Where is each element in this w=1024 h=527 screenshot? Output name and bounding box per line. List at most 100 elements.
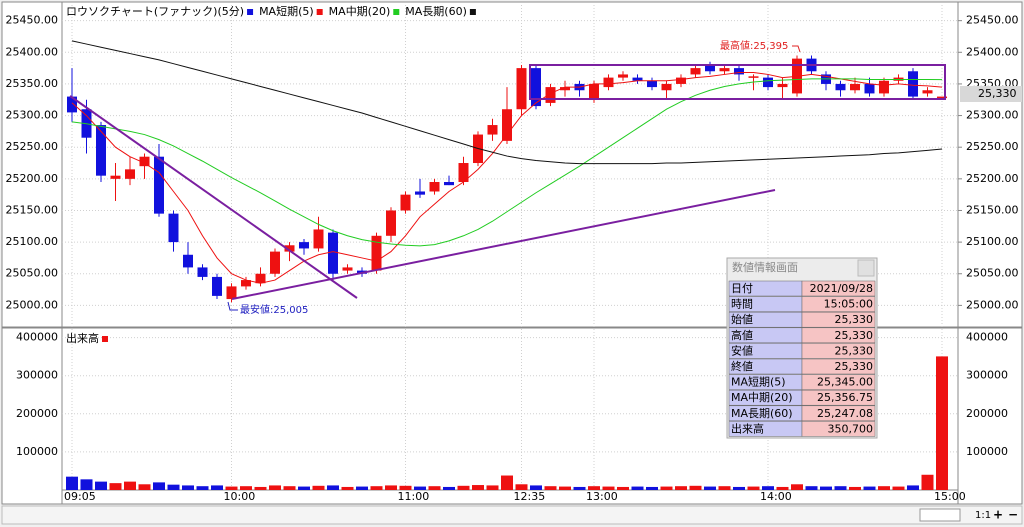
candle-body	[96, 125, 106, 176]
y-tick-label: 25150.00	[6, 203, 59, 216]
candle-body	[241, 280, 251, 287]
candle-body	[444, 182, 454, 186]
x-tick-label: 11:00	[398, 490, 430, 503]
ma-line	[71, 78, 943, 247]
y-tick-label: 400000	[966, 331, 1008, 344]
volume-bar	[704, 486, 716, 490]
legend-label: MA中期(20)	[329, 5, 391, 18]
y-tick-label: 25250.00	[966, 140, 1019, 153]
candle-body	[487, 125, 498, 135]
last-price-box	[960, 86, 1022, 102]
trendline	[69, 95, 358, 299]
volume-bar	[617, 486, 629, 490]
panel-value: 25,356.75	[817, 391, 873, 404]
y-tick-label: 300000	[16, 369, 58, 382]
volume-bar	[312, 485, 325, 490]
volume-bar	[747, 486, 760, 490]
panel-value: 25,330	[835, 360, 874, 373]
panel-value-cell	[801, 389, 876, 406]
y-tick-label: 25150.00	[966, 203, 1019, 216]
volume-bar	[399, 485, 412, 490]
candle-body	[719, 68, 730, 72]
zoom-out[interactable]: −	[1008, 508, 1018, 522]
candle-body	[226, 286, 237, 300]
volume-bar	[356, 486, 368, 490]
volume-bar	[341, 486, 354, 490]
candle-body	[270, 251, 280, 274]
range-box	[529, 64, 946, 100]
volume-bar	[762, 486, 774, 490]
x-tick-label: 09:05	[64, 490, 96, 503]
y-tick-label: 25050.00	[966, 267, 1019, 280]
volume-bar	[385, 485, 397, 490]
panel-title: 数値情報画面	[732, 261, 798, 274]
volume-bar	[588, 486, 600, 490]
volume-bar	[167, 484, 180, 490]
panel-value-cell	[801, 358, 876, 375]
x-tick-label: 13:00	[586, 490, 618, 503]
candle-body	[777, 83, 788, 88]
candle-body	[212, 276, 222, 296]
panel-key: MA長期(60)	[731, 407, 793, 420]
scrollbar[interactable]	[1, 505, 1023, 525]
candle-body	[647, 80, 657, 88]
panel-value: 25,247.08	[817, 407, 873, 420]
y-tick-label: 400000	[16, 331, 58, 344]
candle-body	[545, 87, 556, 103]
panel-value-cell	[801, 405, 876, 422]
last-price-label: 25,330	[978, 87, 1017, 100]
volume-bar	[240, 486, 252, 490]
panel-value-cell	[801, 421, 876, 437]
legend-swatch	[393, 9, 400, 15]
volume-bar	[443, 486, 455, 490]
candle-body	[299, 242, 309, 249]
candle-body	[864, 83, 875, 94]
legend-swatch	[316, 9, 323, 15]
y-tick-label: 25450.00	[966, 14, 1019, 27]
volume-bar	[269, 485, 281, 490]
candle-body	[400, 194, 411, 211]
volume-bar	[631, 486, 644, 490]
legend-label: ロウソクチャート(ファナック)(5分)	[66, 5, 244, 18]
zoom-label: 1:1	[975, 510, 991, 521]
candle-body	[371, 235, 382, 271]
volume-bar	[80, 479, 93, 490]
panel-close[interactable]	[857, 259, 875, 277]
legend-label: MA長期(60)	[405, 5, 467, 18]
panel-key: 安値	[731, 343, 753, 357]
panel-value-cell	[801, 311, 876, 328]
volume-bar	[689, 485, 702, 490]
volume-bar	[298, 486, 310, 490]
volume-bar	[936, 356, 948, 490]
volume-bar	[428, 486, 441, 490]
volume-bar	[182, 485, 194, 490]
candle-body	[139, 156, 150, 167]
candle-body	[183, 254, 193, 268]
panel-key: 高値	[731, 328, 753, 342]
zoom-slider[interactable]	[919, 508, 961, 522]
y-tick-label: 200000	[16, 407, 58, 420]
x-tick-label: 15:00	[934, 490, 966, 503]
y-tick-label: 25300.00	[6, 109, 59, 122]
y-tick-label: 25100.00	[6, 235, 59, 248]
panel-value-cell	[801, 280, 876, 297]
candle-body	[879, 80, 889, 94]
candle-body	[429, 182, 440, 192]
candle-body	[531, 68, 541, 107]
candle-body	[328, 232, 338, 274]
volume-bar	[211, 485, 223, 490]
candle-body	[937, 96, 947, 99]
candle-body	[125, 169, 135, 179]
volume-bar	[457, 485, 470, 490]
volume-bar	[907, 485, 919, 490]
candle-body	[502, 109, 512, 141]
panel-value: 25,330	[835, 329, 874, 342]
panel-key: 時間	[731, 298, 753, 311]
panel-key: MA中期(20)	[731, 391, 793, 404]
trendline	[231, 189, 776, 300]
zoom-in[interactable]: +	[993, 508, 1003, 522]
candle-body	[850, 83, 860, 91]
panel-value: 2021/09/28	[810, 282, 873, 295]
candle-body	[835, 83, 846, 91]
